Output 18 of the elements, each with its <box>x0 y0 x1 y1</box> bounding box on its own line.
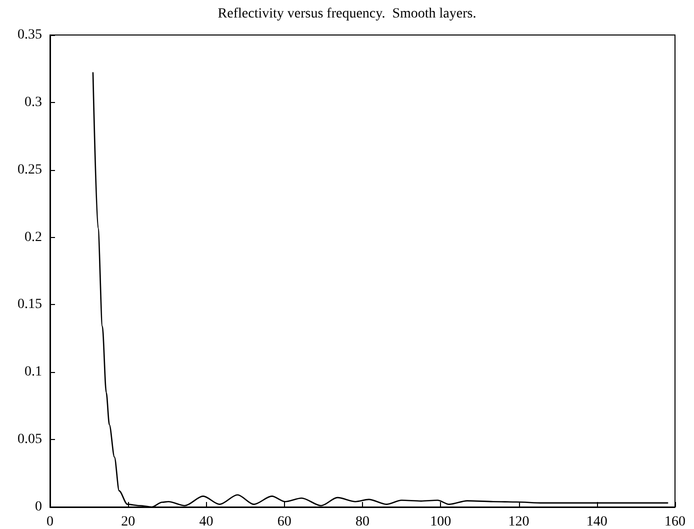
x-tick-label: 40 <box>199 514 214 529</box>
x-tick-label: 160 <box>664 514 686 529</box>
y-tick-label: 0.15 <box>18 297 42 312</box>
x-tick-label: 0 <box>46 514 54 529</box>
chart-title: Reflectivity versus frequency. Smooth layers. <box>218 6 476 22</box>
y-tick-label: 0.25 <box>18 162 42 178</box>
y-tick-label: 0.1 <box>24 364 42 380</box>
x-tick-label: 60 <box>277 514 292 529</box>
x-tick-label: 20 <box>121 514 136 529</box>
x-tick-label: 100 <box>430 514 452 529</box>
y-tick-label: 0.35 <box>18 28 42 42</box>
x-tick-label: 120 <box>508 514 530 529</box>
y-tick-label: 0.3 <box>24 94 42 110</box>
x-tick-label: 140 <box>586 514 608 529</box>
y-tick-label: 0.05 <box>18 432 42 448</box>
y-tick-label: 0 <box>35 500 42 514</box>
y-tick-label: 0.2 <box>24 230 42 245</box>
x-tick-label: 80 <box>356 514 370 529</box>
